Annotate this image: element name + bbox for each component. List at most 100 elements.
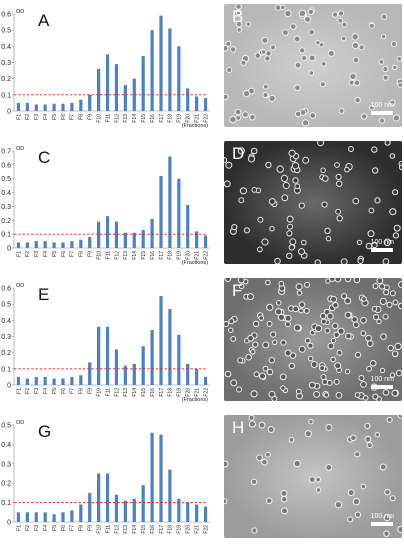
particle [372,283,379,290]
x-tick-label: F3 [34,525,40,531]
bar [132,232,136,248]
particle [272,339,278,346]
x-tick-label: F20 [186,525,192,534]
particle [374,197,381,204]
particle [304,430,312,438]
x-tick-label: F8 [79,114,85,120]
x-tick-label: F13 [123,525,129,534]
particle [289,238,297,246]
particle [288,244,296,251]
y-tick-label: 0.5 [1,302,11,309]
particle [380,33,387,40]
particle [314,259,321,264]
bar [52,242,56,248]
particle [280,174,289,183]
x-tick-label: F10 [96,114,102,123]
particle [334,162,340,168]
y-tick-label: 0.2 [1,218,11,225]
particle [295,283,303,291]
y-tick-label: 0.6 [1,12,11,19]
y-tick-label: 0.1 [1,366,11,373]
micrograph-image [224,4,402,127]
x-axis-title: (Fractions) [182,260,208,266]
y-tick-label: 0.4 [1,190,11,197]
particle [230,46,237,53]
particle [395,369,402,377]
particle [386,416,393,423]
x-tick-label: F22 [203,525,209,534]
y-tick-label: 0.7 [1,149,11,156]
x-tick-label: F15 [141,114,147,123]
particle [267,426,275,433]
particle [351,33,359,41]
bar [114,349,119,385]
particle [261,238,269,246]
particle [344,278,352,283]
panel-label: E [38,285,49,304]
micrograph-image [224,141,402,264]
particle [308,54,316,62]
particle [269,226,275,232]
particle [261,36,269,44]
bar [43,512,47,522]
bar [141,229,145,248]
particle [298,345,306,353]
y-tick-label: 0.5 [1,28,11,35]
x-tick-label: F4 [43,114,49,120]
x-tick-label: F12 [114,388,120,397]
charts-canvas: 00.10.20.30.40.50.6 OD AF1 F2 F3 F4 F5 F6 F7 F8 F9… [1,9,210,534]
micrograph-label: B [232,7,244,26]
particle [257,216,264,223]
x-tick-label: F14 [132,525,138,534]
particle [276,300,282,306]
bar [195,96,199,111]
panel-label: G [38,422,51,441]
particle [270,44,277,51]
bar [25,102,29,111]
x-tick-label: F6 [61,251,67,257]
particle [364,422,371,429]
particle [358,375,365,381]
y-tick-label: 0.3 [1,204,11,211]
bar [132,498,136,522]
bar [88,362,92,385]
particle [336,180,343,187]
x-tick-label: F13 [123,251,129,260]
particle [382,313,389,320]
particle [352,497,361,506]
x-tick-label: F17 [159,114,165,123]
bar [150,30,154,112]
y-tick-label: 0 [7,246,11,253]
x-tick-label: F1 [16,114,22,120]
particle [287,223,293,230]
x-tick-label: F10 [96,388,102,397]
bar [114,221,119,248]
particle [335,208,341,215]
particle [371,146,378,153]
bar [16,376,21,385]
particle [354,511,362,518]
x-tick-label: F18 [168,251,174,260]
bar [132,363,136,385]
particle [309,112,317,119]
particle [224,278,232,282]
particle [289,23,297,31]
particle [268,357,275,364]
x-tick-label: F4 [43,251,49,257]
x-tick-label: F5 [52,251,58,257]
particle [398,164,402,171]
particle [301,55,308,61]
x-tick-label: F1 [16,251,22,257]
x-tick-label: F11 [105,388,111,396]
particle [334,501,343,509]
particle [390,40,398,48]
particle [378,117,385,124]
particle [320,318,327,325]
particle [341,21,348,28]
x-tick-label: F15 [141,251,147,260]
particle [307,342,314,349]
x-tick-label: F13 [123,388,129,397]
particle [225,161,233,169]
bar [186,502,190,522]
bar [52,514,56,522]
